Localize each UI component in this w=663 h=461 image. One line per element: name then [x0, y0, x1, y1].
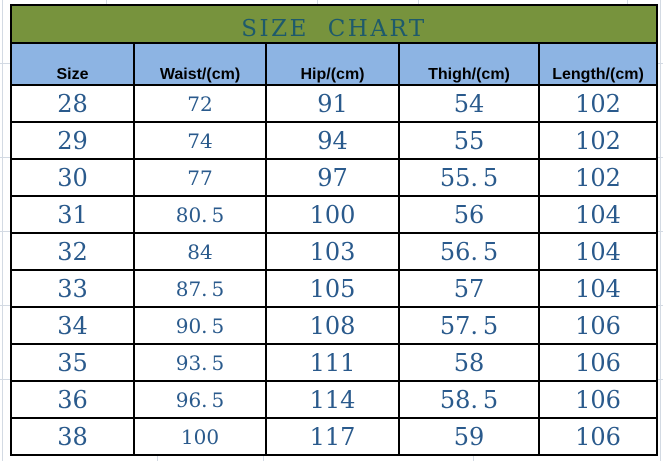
table-cell: 33 [10, 269, 135, 308]
sheet-gridline [2, 0, 3, 461]
table-cell: 55. 5 [398, 158, 540, 197]
table-cell: 111 [265, 343, 400, 382]
table-cell: 36 [10, 380, 135, 419]
table-cell: 108 [265, 306, 400, 345]
table-body: 28 72 91 54 102 29 74 94 55 102 30 77 97 55. 5 102 31 80… [10, 84, 659, 456]
table-cell: 102 [537, 84, 659, 123]
table-cell: 59 [398, 417, 540, 456]
table-row: 31 80. 5 100 56 104 [10, 195, 659, 234]
sheet-gridline [418, 0, 419, 4]
table-cell: 103 [265, 232, 400, 271]
table-cell: 72 [133, 84, 267, 123]
sheet-gridline [0, 231, 10, 232]
chart-title: SIZE CHART [9, 4, 659, 44]
table-cell: 117 [265, 417, 400, 456]
table-cell: 102 [537, 158, 659, 197]
table-cell: 105 [265, 269, 400, 308]
column-header-length: Length/(cm) [537, 42, 659, 86]
table-cell: 29 [10, 121, 135, 160]
table-row: 30 77 97 55. 5 102 [10, 158, 659, 197]
table-cell: 28 [10, 84, 135, 123]
table-cell: 94 [265, 121, 400, 160]
sheet-gridline [0, 157, 10, 158]
table-row: 35 93. 5 111 58 106 [10, 343, 659, 382]
table-cell: 30 [10, 158, 135, 197]
table-cell: 54 [398, 84, 540, 123]
table-cell: 106 [537, 343, 659, 382]
table-row: 34 90. 5 108 57. 5 106 [10, 306, 659, 345]
table-cell: 106 [537, 417, 659, 456]
column-header-size: Size [10, 42, 135, 86]
table-cell: 87. 5 [133, 269, 267, 308]
column-header-hip: Hip/(cm) [265, 42, 400, 86]
table-cell: 56. 5 [398, 232, 540, 271]
size-chart-table: SIZE CHART Size Waist/(cm) Hip/(cm) Thigh/(… [9, 4, 659, 456]
sheet-gridline [317, 0, 318, 4]
table-cell: 32 [10, 232, 135, 271]
table-cell: 104 [537, 232, 659, 271]
sheet-gridline [656, 305, 663, 306]
table-cell: 57. 5 [398, 306, 540, 345]
table-cell: 74 [133, 121, 267, 160]
sheet-gridline [656, 157, 663, 158]
table-cell: 96. 5 [133, 380, 267, 419]
table-cell: 106 [537, 380, 659, 419]
table-cell: 35 [10, 343, 135, 382]
title-row: SIZE CHART [9, 4, 659, 44]
table-cell: 102 [537, 121, 659, 160]
table-row: 28 72 91 54 102 [10, 84, 659, 123]
table-cell: 114 [265, 380, 400, 419]
table-row: 38 100 117 59 106 [10, 417, 659, 456]
sheet-gridline [263, 456, 264, 461]
table-row: 32 84 103 56. 5 104 [10, 232, 659, 271]
table-cell: 57 [398, 269, 540, 308]
sheet-gridline [0, 379, 10, 380]
sheet-gridline [656, 231, 663, 232]
table-cell: 56 [398, 195, 540, 234]
table-cell: 31 [10, 195, 135, 234]
sheet-gridline [0, 305, 10, 306]
sheet-gridline [660, 0, 661, 461]
table-cell: 97 [265, 158, 400, 197]
table-cell: 58 [398, 343, 540, 382]
table-cell: 58. 5 [398, 380, 540, 419]
table-cell: 34 [10, 306, 135, 345]
table-cell: 104 [537, 195, 659, 234]
table-cell: 84 [133, 232, 267, 271]
column-header-waist: Waist/(cm) [133, 42, 267, 86]
table-cell: 91 [265, 84, 400, 123]
table-cell: 55 [398, 121, 540, 160]
table-cell: 93. 5 [133, 343, 267, 382]
table-cell: 100 [265, 195, 400, 234]
sheet-gridline [473, 456, 474, 461]
table-row: 36 96. 5 114 58. 5 106 [10, 380, 659, 419]
table-cell: 90. 5 [133, 306, 267, 345]
table-cell: 38 [10, 417, 135, 456]
table-cell: 104 [537, 269, 659, 308]
sheet-gridline [106, 0, 107, 4]
header-row: Size Waist/(cm) Hip/(cm) Thigh/(cm) Length/(… [10, 42, 659, 86]
table-cell: 77 [133, 158, 267, 197]
table-row: 29 74 94 55 102 [10, 121, 659, 160]
table-cell: 80. 5 [133, 195, 267, 234]
table-cell: 100 [133, 417, 267, 456]
sheet-gridline [627, 0, 628, 4]
sheet-gridline [656, 379, 663, 380]
sheet-gridline [0, 63, 10, 64]
sheet-gridline [656, 63, 663, 64]
sheet-gridline [157, 456, 158, 461]
table-row: 33 87. 5 105 57 104 [10, 269, 659, 308]
table-cell: 106 [537, 306, 659, 345]
column-header-thigh: Thigh/(cm) [398, 42, 540, 86]
